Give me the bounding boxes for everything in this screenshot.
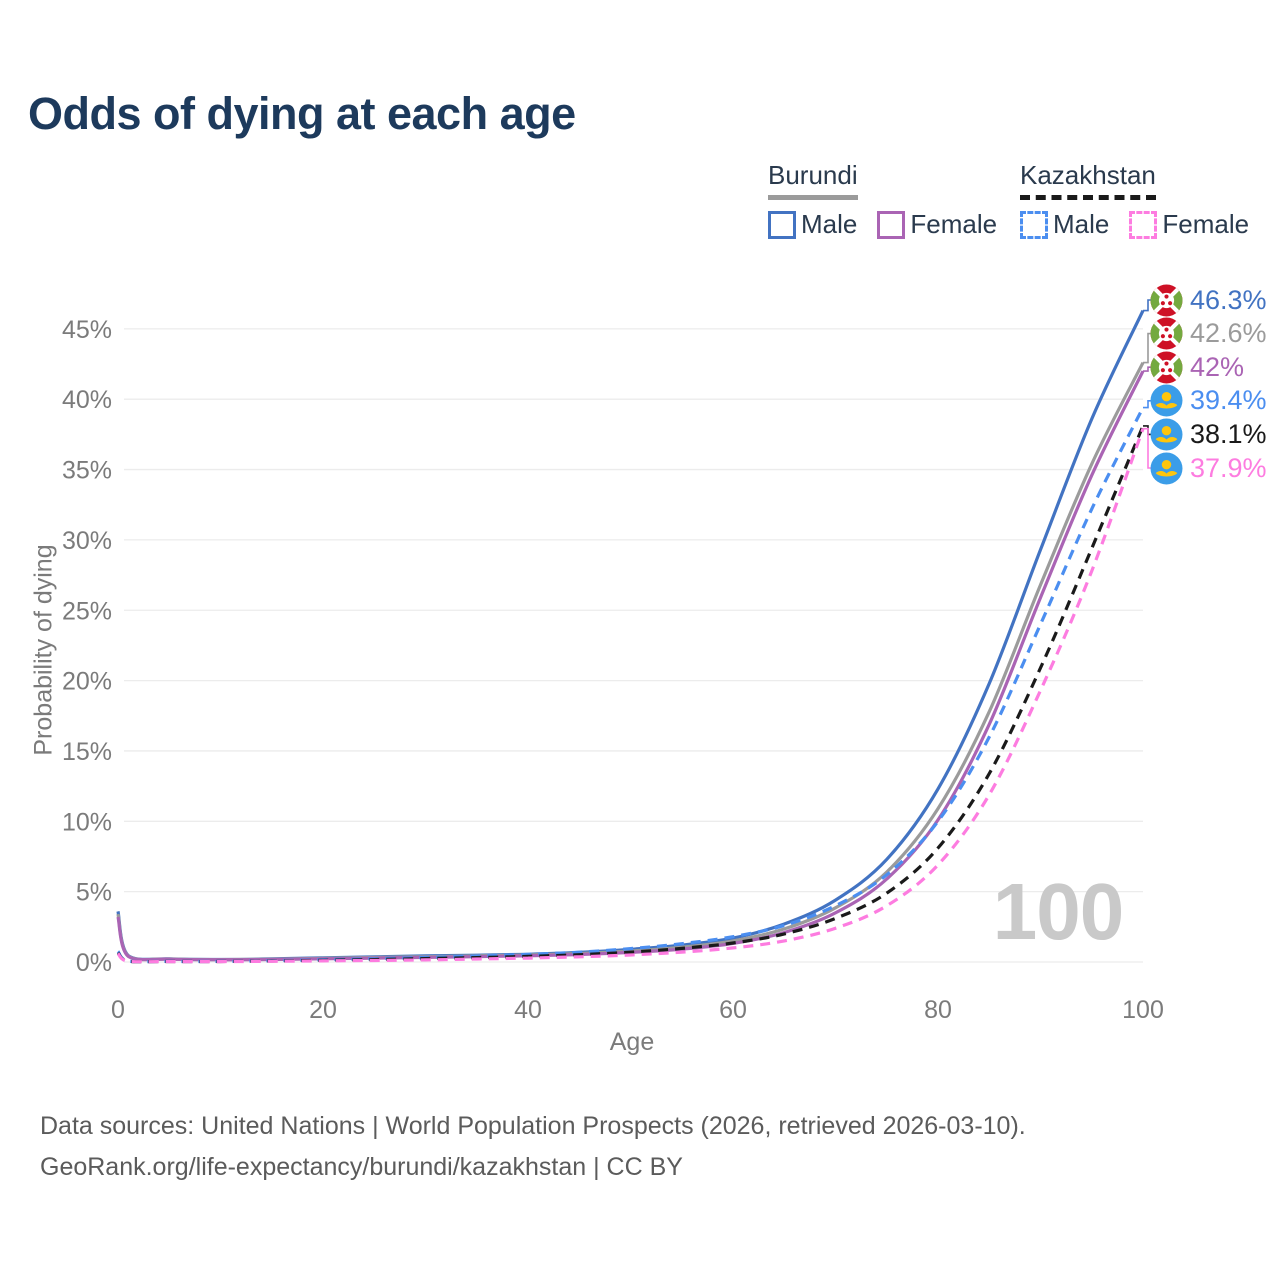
burundi-flag-icon [1150,351,1183,384]
legend-item-label: Female [1162,209,1250,239]
x-tick-label: 40 [514,996,542,1024]
y-tick-label: 25% [62,597,112,625]
end-label-row: 42.6% [1150,317,1267,351]
legend-item-kazakhstan-female[interactable]: Female [1129,209,1249,240]
burundi-flag-icon [1150,284,1183,316]
legend-item-burundi-male[interactable]: Male [768,209,857,240]
end-label-value: 39.4% [1190,385,1267,416]
x-tick-label: 20 [309,996,337,1024]
x-tick-label: 60 [719,996,747,1024]
end-label-row: 39.4% [1150,384,1267,418]
data-sources-text: Data sources: United Nations | World Pop… [40,1112,1026,1140]
y-tick-label: 15% [62,738,112,766]
kazakhstan-male-swatch [1020,210,1048,239]
page-title: Odds of dying at each age [28,88,576,139]
end-label-row: 42% [1150,350,1244,384]
burundi-flag-icon [1150,317,1183,350]
y-tick-label: 40% [62,386,112,414]
attribution-link[interactable]: GeoRank.org/life-expectancy/burundi/kaza… [40,1152,683,1181]
series-line-kazakhstan-both-sexes [116,425,1145,964]
end-label-row: 46.3% [1150,283,1267,317]
end-label-value: 42% [1190,351,1245,382]
legend-item-label: Male [801,209,858,239]
legend-row-burundi: Male Female [768,209,997,240]
y-tick-label: 35% [62,457,112,485]
footer: Data sources: United Nations | World Pop… [40,1106,1026,1187]
series-line-kazakhstan-female [116,428,1145,964]
legend-group-kazakhstan: Kazakhstan Male Female [1020,160,1249,240]
x-tick-label: 80 [924,996,952,1024]
series-line-burundi-both-sexes [116,361,1145,962]
legend-item-label: Male [1053,209,1110,239]
end-label-value: 37.9% [1190,452,1267,483]
series-line-kazakhstan-male [116,406,1145,964]
legend-country-kazakhstan: Kazakhstan [1020,160,1156,200]
legend-group-burundi: Burundi Male Female [768,160,997,240]
y-tick-label: 30% [62,527,112,555]
y-axis-title: Probability of dying [29,544,58,756]
kazakhstan-female-swatch [1129,210,1158,239]
end-label-row: 38.1% [1150,417,1267,451]
end-label-connector [1143,427,1153,469]
end-label-connector [1143,332,1153,364]
y-tick-label: 20% [62,668,112,696]
series-line-burundi-male [116,309,1145,962]
x-axis-title: Age [609,1028,655,1056]
end-label-connector [1143,366,1153,372]
age-watermark: 100 [992,867,1124,956]
end-label-value: 38.1% [1190,418,1267,449]
y-tick-label: 10% [62,808,112,836]
y-tick-label: 5% [76,879,112,907]
legend-item-burundi-female[interactable]: Female [877,209,997,240]
legend-item-kazakhstan-male[interactable]: Male [1020,209,1109,240]
end-label-value: 46.3% [1190,284,1267,315]
burundi-male-swatch [768,210,796,239]
end-label-connector [1143,299,1153,312]
y-tick-label: 45% [62,316,112,344]
series-line-burundi-female [116,370,1145,962]
end-label-connector [1143,400,1153,409]
end-label-value: 42.6% [1190,318,1267,349]
y-tick-label: 0% [76,949,112,977]
legend-item-label: Female [910,209,998,239]
x-tick-label: 100 [1122,996,1164,1024]
kazakhstan-flag-icon [1150,384,1183,417]
legend-row-kazakhstan: Male Female [1020,209,1249,240]
kazakhstan-flag-icon [1150,452,1183,484]
kazakhstan-flag-icon [1150,418,1183,451]
legend-country-burundi: Burundi [768,160,858,200]
burundi-female-swatch [877,210,906,239]
x-tick-label: 0 [111,996,125,1024]
end-label-row: 37.9% [1150,451,1267,485]
